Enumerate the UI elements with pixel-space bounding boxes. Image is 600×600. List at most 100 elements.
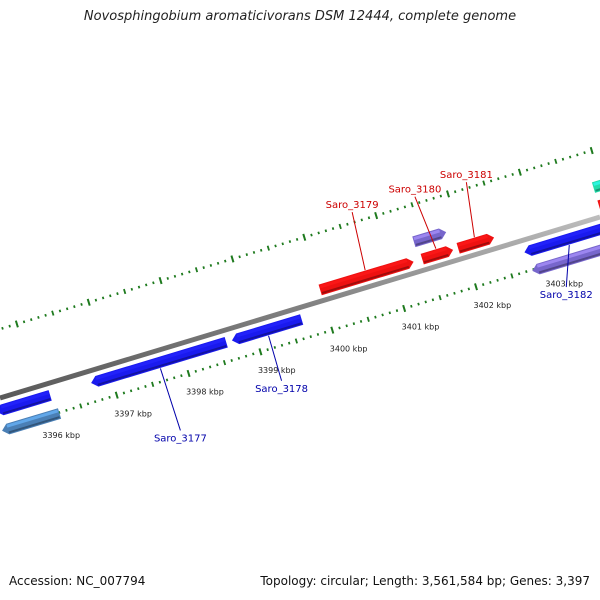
gene-arrow[interactable]	[0, 408, 62, 436]
gene-label[interactable]: Saro_3178	[255, 384, 308, 395]
scale-tick	[496, 278, 499, 282]
scale-tick	[367, 216, 371, 220]
gene-arrow[interactable]	[230, 314, 304, 346]
scale-tick	[317, 231, 320, 235]
gene-arrow[interactable]	[591, 173, 600, 193]
gene-arrow[interactable]	[318, 256, 416, 296]
scale-tick	[295, 237, 299, 241]
scale-tick	[72, 406, 75, 410]
scale-tick	[180, 374, 183, 378]
scale-label: 3396 kbp	[42, 431, 80, 440]
scale-tick	[345, 324, 348, 328]
gene-highlight	[413, 229, 441, 241]
scale-tick	[503, 276, 506, 280]
scale-tick	[266, 348, 269, 352]
scale-tick	[438, 294, 442, 301]
scale-tick	[425, 198, 428, 202]
scale-tick	[114, 391, 119, 399]
scale-tick	[216, 261, 220, 265]
scale-tick	[201, 367, 205, 371]
scale-tick	[504, 175, 507, 179]
scale-tick	[244, 354, 248, 358]
scale-tick	[108, 395, 111, 399]
scale-tick	[123, 288, 127, 295]
scale-tick	[511, 172, 514, 176]
scale-tick	[389, 209, 392, 213]
scale-tick	[44, 313, 47, 317]
scale-tick	[101, 398, 104, 401]
scale-tick	[410, 304, 413, 308]
gene-arrow[interactable]	[412, 227, 448, 248]
scale-tick	[374, 211, 379, 220]
scale-tick	[188, 270, 191, 274]
scale-tick	[453, 190, 457, 194]
gene-shadow	[459, 241, 490, 253]
scale-tick	[510, 273, 514, 279]
scale-tick	[554, 158, 558, 165]
scale-tick	[359, 320, 363, 323]
scale-tick	[489, 280, 492, 284]
scale-tick	[22, 320, 26, 324]
label-leader	[351, 211, 366, 271]
scale-tick	[209, 263, 213, 267]
scale-tick	[86, 402, 90, 406]
gene-arrow[interactable]	[456, 232, 496, 254]
scale-label: 3401 kbp	[402, 323, 440, 332]
gene-shadow	[238, 322, 303, 344]
scale-tick	[468, 185, 471, 189]
scale-tick	[467, 287, 471, 291]
scale-tick	[238, 255, 241, 259]
scale-labels: 3396 kbp 3397 kbp 3398 kbp 3399 kbp 3400 kbp…	[42, 279, 583, 440]
gene-arrow[interactable]	[0, 390, 52, 417]
scale-tick	[517, 168, 522, 176]
gene-label[interactable]: Saro_3177	[154, 433, 207, 444]
gene-label[interactable]: Saro_3182	[540, 290, 593, 301]
scale-tick	[481, 283, 485, 287]
gene-shadow	[423, 253, 449, 264]
scale-tick	[324, 229, 328, 233]
scale-tick	[424, 300, 427, 304]
scale-tick	[58, 309, 62, 313]
scale-tick	[280, 343, 284, 347]
scale-tick	[122, 391, 126, 395]
scale-tick	[288, 240, 292, 244]
scale-tick	[144, 385, 147, 388]
scale-tick	[1, 326, 4, 330]
outer-scale-ticks	[1, 146, 594, 330]
gene-arrow[interactable]	[523, 221, 600, 258]
gene-highlight	[457, 234, 488, 247]
scale-tick	[202, 266, 205, 270]
scale-tick	[230, 255, 235, 263]
scale-tick	[330, 326, 335, 334]
gene-shadow	[8, 416, 60, 434]
scale-tick	[475, 183, 478, 187]
scale-tick	[439, 194, 443, 198]
gene-arrow[interactable]	[420, 245, 455, 265]
scale-tick	[287, 341, 291, 345]
scale-tick	[30, 318, 33, 322]
label-leader	[268, 335, 283, 381]
scale-tick	[331, 227, 335, 231]
scale-tick	[151, 381, 155, 387]
gene-highlight	[421, 247, 447, 258]
scale-tick	[525, 270, 528, 274]
scale-tick	[245, 253, 249, 257]
scale-tick	[281, 242, 284, 246]
scale-tick	[273, 346, 277, 349]
gene-label[interactable]: Saro_3180	[388, 185, 441, 196]
scale-tick	[474, 283, 478, 291]
scale-tick	[186, 369, 191, 378]
scale-tick	[158, 276, 163, 285]
scale-tick	[309, 335, 312, 339]
inner-scale-ticks	[7, 248, 600, 431]
gene-arrow[interactable]	[90, 337, 228, 388]
scale-tick	[109, 294, 112, 298]
scale-tick	[561, 157, 565, 161]
scale-tick	[94, 298, 98, 302]
gene-label[interactable]: Saro_3181	[440, 170, 493, 181]
scale-tick	[101, 296, 105, 300]
gene-label[interactable]: Saro_3179	[326, 200, 379, 211]
scale-tick	[65, 307, 69, 311]
scale-tick	[208, 365, 212, 369]
